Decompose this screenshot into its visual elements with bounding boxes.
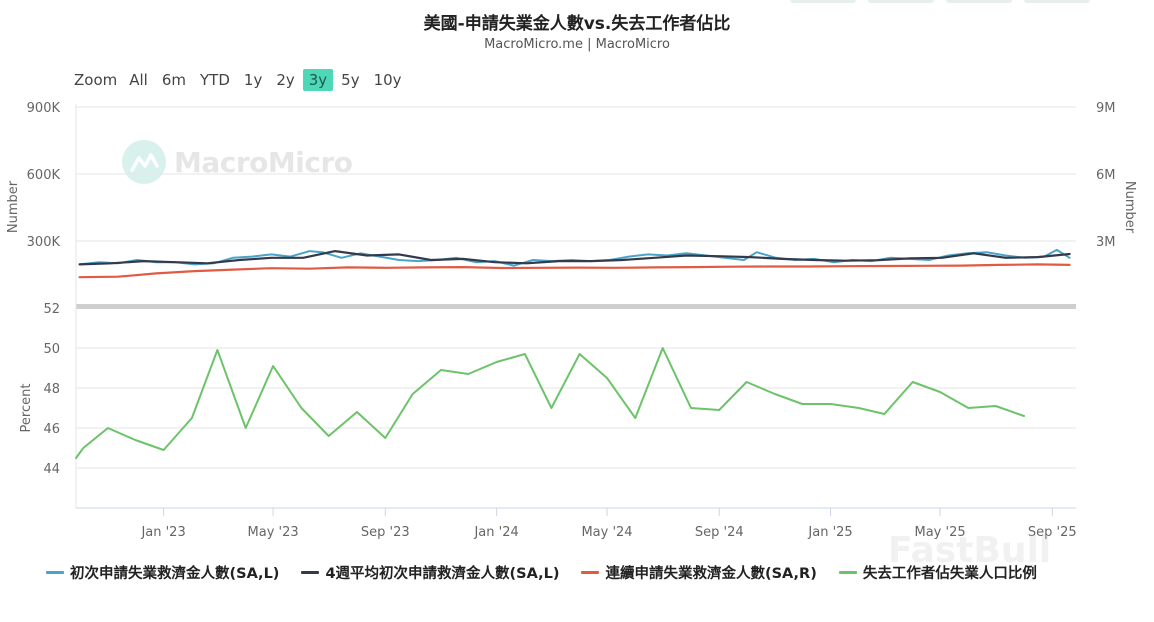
- y-tick-label-left: 46: [43, 422, 60, 437]
- top-tab-strip: [790, 0, 1102, 3]
- top-tab[interactable]: [868, 0, 934, 3]
- x-tick-label: May '25: [914, 525, 965, 540]
- legend-label: 連續申請失業救濟金人數(SA,R): [605, 566, 817, 582]
- y-axis-title-right-top: Number: [1122, 181, 1137, 234]
- y-tick-label-right: 9M: [1096, 101, 1116, 116]
- fastbull-watermark: FastBull: [888, 530, 1052, 571]
- y-tick-label-left: 52: [43, 302, 60, 317]
- range-button-5y[interactable]: 5y: [341, 71, 360, 89]
- x-tick-label: Jan '24: [473, 525, 518, 540]
- y-tick-label-left: 900K: [27, 101, 61, 116]
- y-tick-label-left: 48: [43, 382, 60, 397]
- watermark-text: MacroMicro: [174, 145, 353, 179]
- y-tick-label-left: 600K: [27, 168, 61, 183]
- macromicro-logo-icon: [122, 140, 166, 184]
- legend-swatch: [838, 571, 857, 574]
- y-tick-label-left: 300K: [27, 235, 61, 250]
- panel-separator: [76, 304, 1076, 309]
- x-tick-label: Sep '23: [361, 525, 410, 540]
- y-tick-label-right: 6M: [1096, 168, 1116, 183]
- x-tick-label: Sep '24: [695, 525, 744, 540]
- range-button-1y[interactable]: 1y: [243, 71, 263, 89]
- x-tick-label: May '23: [248, 525, 299, 540]
- range-button-2y[interactable]: 2y: [276, 71, 295, 89]
- chart-title: 美國-申請失業金人數vs.失去工作者佔比: [423, 14, 731, 34]
- chart-legend: 初次申請失業救濟金人數(SA,L) 4週平均初次申請救濟金人數(SA,L) 連續…: [46, 562, 1059, 583]
- legend-swatch: [581, 571, 600, 574]
- x-tick-label: Jan '23: [140, 525, 185, 540]
- y-tick-label-left: 50: [43, 342, 60, 357]
- macromicro-watermark: MacroMicro: [122, 140, 353, 184]
- top-tab[interactable]: [1024, 0, 1090, 3]
- x-tick-label: Sep '25: [1028, 525, 1077, 540]
- chart-subtitle: MacroMicro.me | MacroMicro: [484, 37, 670, 52]
- y-axis-title-left-top: Number: [6, 180, 21, 233]
- x-tick-label: May '24: [581, 525, 632, 540]
- legend-label: 失去工作者佔失業人口比例: [862, 566, 1037, 582]
- legend-swatch: [46, 571, 64, 574]
- top-tab[interactable]: [946, 0, 1012, 3]
- zoom-label: Zoom: [74, 71, 118, 89]
- legend-item-job-losers-share[interactable]: 失去工作者佔失業人口比例: [838, 562, 1037, 583]
- range-button-3y[interactable]: 3y: [302, 69, 334, 91]
- legend-item-continuing-claims[interactable]: 連續申請失業救濟金人數(SA,R): [581, 562, 817, 583]
- legend-label: 4週平均初次申請救濟金人數(SA,L): [325, 566, 560, 582]
- top-tab[interactable]: [790, 0, 856, 3]
- range-button-6m[interactable]: 6m: [161, 71, 187, 89]
- legend-item-initial-claims[interactable]: 初次申請失業救濟金人數(SA,L): [46, 562, 279, 583]
- series-line-job-losers-share: [75, 347, 1025, 459]
- legend-label: 初次申請失業救濟金人數(SA,L): [70, 566, 280, 582]
- range-button-all[interactable]: All: [129, 71, 148, 89]
- series-line-continuing-claims: [78, 263, 1071, 279]
- range-selector: Zoom All 6m YTD 1y 2y 3y 5y 10y: [74, 69, 410, 91]
- chart-plot: 300K 600K 900K 3M 6M 9M Number Number 44 46 48 50 52…: [6, 101, 1137, 540]
- range-button-10y[interactable]: 10y: [373, 71, 402, 89]
- series-line-4wk-average: [78, 250, 1071, 266]
- x-tick-label: Jan '25: [807, 525, 852, 540]
- range-button-ytd[interactable]: YTD: [200, 71, 230, 89]
- legend-swatch: [301, 571, 320, 574]
- legend-item-4wk-average[interactable]: 4週平均初次申請救濟金人數(SA,L): [301, 562, 559, 583]
- y-axis-title-left-bottom: Percent: [19, 384, 34, 433]
- y-tick-label-left: 44: [43, 462, 60, 477]
- y-tick-label-right: 3M: [1096, 235, 1116, 250]
